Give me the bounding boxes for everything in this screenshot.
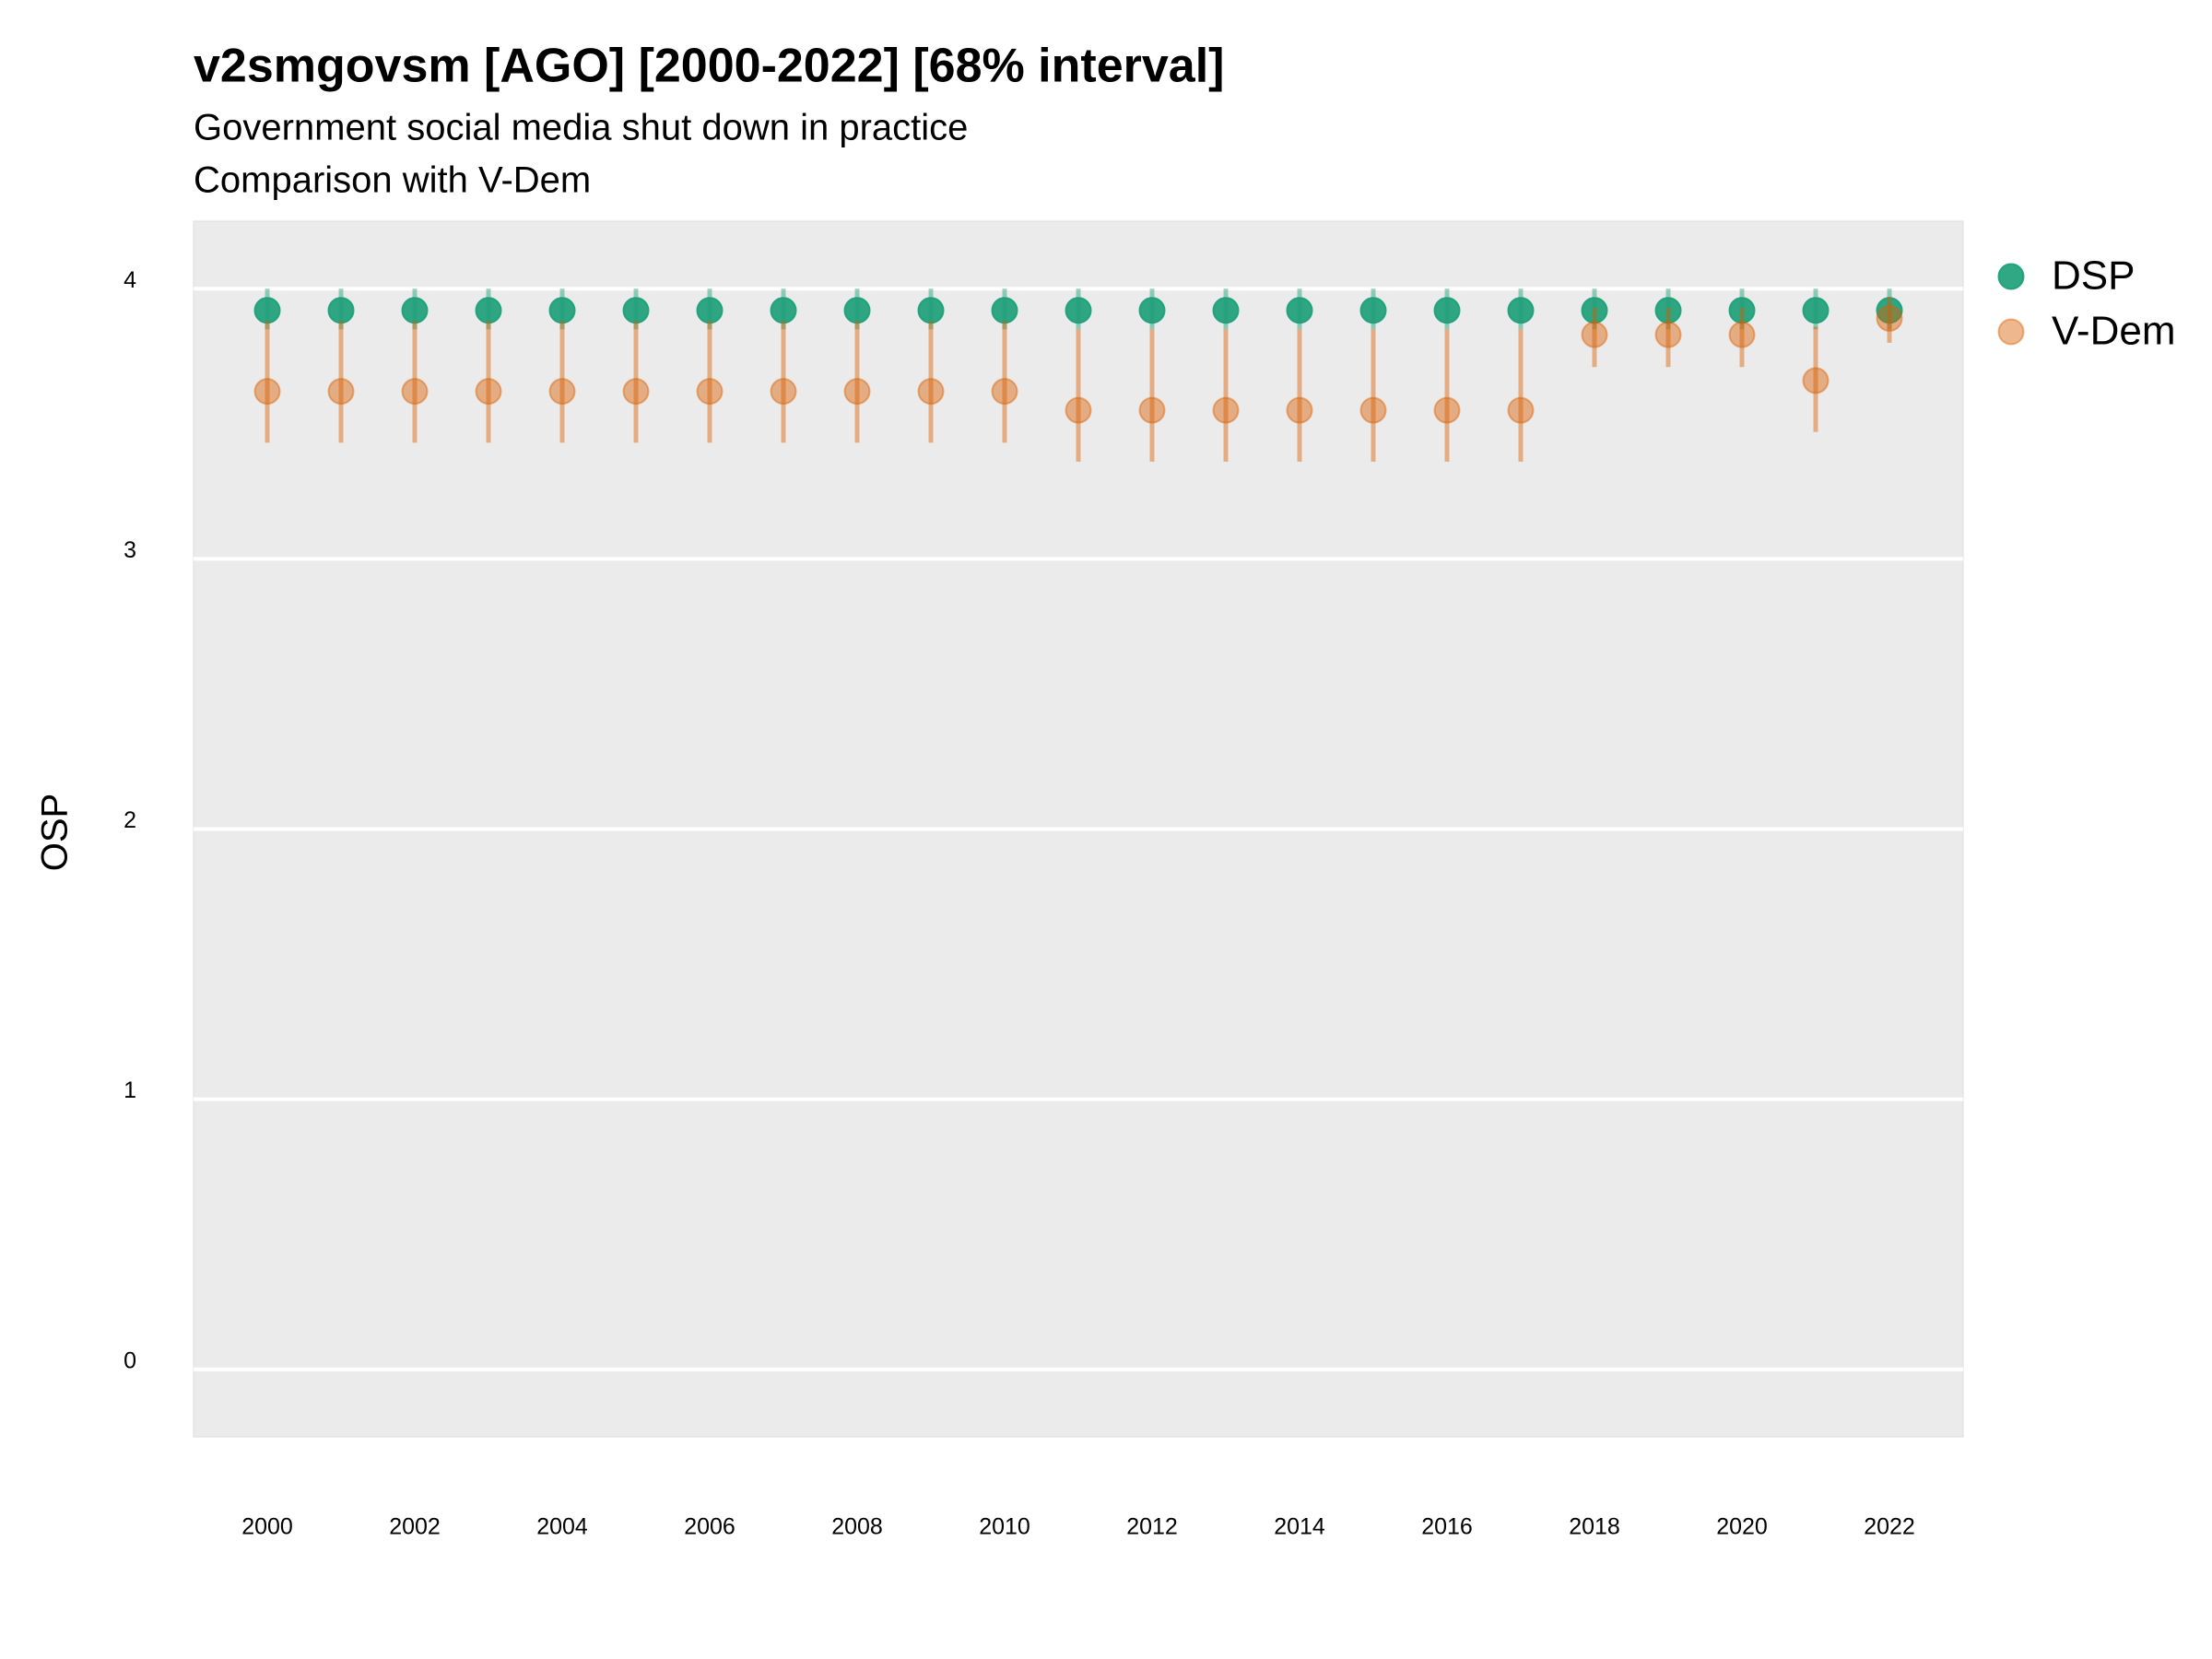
point — [917, 378, 945, 406]
x-tick-label: 2002 — [389, 1514, 441, 1540]
chart-subtitle: Comparison with V-Dem — [194, 160, 591, 201]
point — [1286, 396, 1313, 424]
point — [1065, 396, 1092, 424]
x-tick-label: 2012 — [1126, 1514, 1178, 1540]
legend-marker — [1997, 263, 2025, 290]
point — [401, 378, 429, 406]
point — [917, 297, 945, 324]
point — [843, 378, 871, 406]
chart-title: v2smgovsm [AGO] [2000-2022] [68% interva… — [194, 40, 1224, 93]
point — [401, 297, 429, 324]
point — [475, 378, 502, 406]
point — [991, 378, 1018, 406]
x-tick-label: 2014 — [1274, 1514, 1325, 1540]
point — [1654, 321, 1682, 348]
x-tick-label: 2016 — [1421, 1514, 1473, 1540]
y-tick-label: 0 — [124, 1347, 136, 1373]
x-tick-label: 2022 — [1864, 1514, 1915, 1540]
point — [1581, 321, 1608, 348]
point — [1654, 297, 1682, 324]
point — [1212, 297, 1240, 324]
legend-label: DSP — [2052, 253, 2135, 299]
point — [770, 378, 797, 406]
point — [1876, 305, 1903, 333]
x-tick-label: 2008 — [831, 1514, 883, 1540]
x-tick-label: 2010 — [979, 1514, 1030, 1540]
point — [253, 297, 281, 324]
point — [1138, 396, 1166, 424]
x-tick-label: 2020 — [1716, 1514, 1768, 1540]
y-tick-label: 3 — [124, 537, 136, 563]
point — [1212, 396, 1240, 424]
point — [1507, 396, 1535, 424]
point — [327, 378, 355, 406]
point — [1433, 297, 1461, 324]
y-tick-label: 4 — [124, 267, 136, 293]
point — [622, 297, 650, 324]
point — [1581, 297, 1608, 324]
x-tick-label: 2004 — [536, 1514, 588, 1540]
point — [1065, 297, 1092, 324]
point — [696, 378, 724, 406]
point — [1876, 297, 1903, 324]
legend-label: V-Dem — [2052, 309, 2175, 354]
legend-marker — [1997, 318, 2025, 346]
y-tick-label: 1 — [124, 1077, 136, 1103]
point — [475, 297, 502, 324]
point — [843, 297, 871, 324]
point — [1433, 396, 1461, 424]
point — [548, 378, 576, 406]
y-tick-label: 2 — [124, 807, 136, 833]
point — [1802, 367, 1830, 394]
point — [1359, 396, 1387, 424]
point — [1728, 297, 1756, 324]
point — [622, 378, 650, 406]
chart-subtitle: Government social media shut down in pra… — [194, 108, 968, 148]
point — [1138, 297, 1166, 324]
point — [1286, 297, 1313, 324]
point — [1359, 297, 1387, 324]
y-axis-title: OSP — [35, 794, 76, 871]
point — [1507, 297, 1535, 324]
point — [696, 297, 724, 324]
point — [327, 297, 355, 324]
point — [1728, 321, 1756, 348]
point — [770, 297, 797, 324]
x-tick-label: 2018 — [1569, 1514, 1620, 1540]
point — [1802, 297, 1830, 324]
point — [991, 297, 1018, 324]
point — [253, 378, 281, 406]
x-tick-label: 2000 — [241, 1514, 293, 1540]
point — [548, 297, 576, 324]
x-tick-label: 2006 — [684, 1514, 735, 1540]
